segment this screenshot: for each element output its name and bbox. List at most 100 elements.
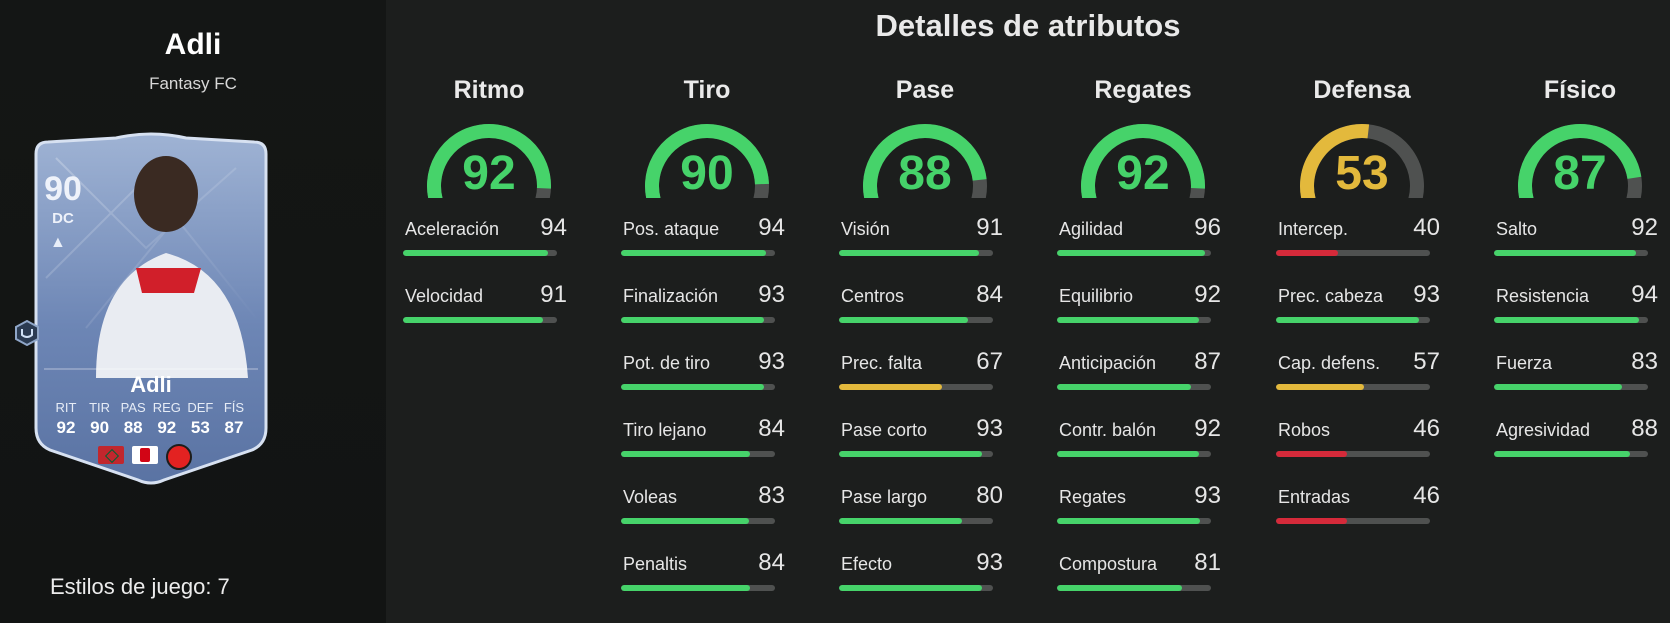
stat-row: Equilibrio 92: [1057, 281, 1229, 348]
stat-value: 93: [758, 281, 785, 308]
stat-name: Salto: [1496, 219, 1538, 239]
card-stat-value: 53: [190, 418, 210, 437]
stat-bar: [621, 585, 775, 591]
stat-name: Pos. ataque: [623, 219, 720, 239]
stat-name: Finalización: [623, 286, 719, 306]
stat-bar-fill: [1057, 250, 1205, 256]
stat-row: Pos. ataque 94: [621, 214, 793, 281]
stat-value: 40: [1413, 214, 1440, 241]
stat-value: 94: [1631, 281, 1658, 308]
stat-row: Prec. falta 67: [839, 348, 1011, 415]
playstyles-count: Estilos de juego: 7: [50, 574, 230, 599]
stat-bar-fill: [839, 250, 980, 256]
stat-bar-fill: [403, 250, 548, 256]
stat-value: 88: [1631, 415, 1658, 442]
nation-flag-icon: [98, 446, 124, 464]
stat-value: 91: [976, 214, 1003, 241]
category-tiro: Tiro 90 Pos. ataque 94 Finalización 93 Pot. de…: [621, 76, 793, 616]
stat-name: Pase largo: [841, 487, 928, 507]
category-label: Ritmo: [453, 76, 525, 104]
gauge-arc: [1300, 124, 1424, 198]
stat-bar: [839, 317, 993, 323]
club-crest-icon: [166, 444, 192, 470]
stat-list: Aceleración 94 Velocidad 91: [403, 214, 575, 348]
gauge-arc: [1081, 124, 1205, 198]
card-rating: 90: [44, 170, 82, 208]
stat-bar-fill: [1494, 250, 1636, 256]
card-badges: [98, 444, 192, 470]
stat-bar-fill: [1057, 451, 1199, 457]
player-version: Fantasy FC: [149, 74, 237, 93]
stat-value: 92: [1194, 415, 1221, 442]
stat-name: Efecto: [841, 554, 893, 574]
stat-row: Intercep. 40: [1276, 214, 1448, 281]
player-card[interactable]: 90 DC ▲ Adli RIT TIR PAS REG DEF FÍS 92 …: [26, 128, 276, 490]
stat-name: Intercep.: [1278, 219, 1349, 239]
stat-bar-fill: [1276, 384, 1364, 390]
stat-bar-fill: [621, 317, 765, 323]
stat-bar: [1276, 317, 1430, 323]
stat-name: Pase corto: [841, 420, 928, 440]
category-label: Tiro: [683, 76, 731, 104]
stat-name: Velocidad: [405, 286, 484, 306]
stat-row: Cap. defens. 57: [1276, 348, 1448, 415]
gauge-arc: [1518, 123, 1642, 198]
category-gauge: 90: [638, 118, 776, 200]
gauge-arc: [427, 124, 551, 198]
card-stat-value: 92: [56, 418, 76, 437]
boot-icon: ▲: [50, 234, 66, 251]
stat-value: 94: [540, 214, 567, 241]
stat-bar-fill: [1057, 585, 1182, 591]
stat-bar: [1494, 250, 1648, 256]
stat-bar: [403, 250, 557, 256]
evolution-badge-icon: [15, 320, 39, 346]
card-stat-label: TIR: [89, 400, 111, 415]
stat-row: Visión 91: [839, 214, 1011, 281]
stat-bar: [1057, 317, 1211, 323]
stat-name: Prec. falta: [841, 353, 923, 373]
category-pase: Pase 88 Visión 91 Centros 84 Prec. falta 67 Pase…: [839, 76, 1011, 616]
stat-name: Aceleración: [405, 219, 500, 239]
stat-row: Resistencia 94: [1494, 281, 1666, 348]
category-label: Pase: [895, 76, 955, 104]
stat-name: Entradas: [1278, 487, 1351, 507]
stat-name: Penaltis: [623, 554, 688, 574]
stat-value: 46: [1413, 482, 1440, 509]
category-label: Defensa: [1313, 76, 1411, 104]
stat-row: Pase largo 80: [839, 482, 1011, 549]
stat-bar-fill: [1494, 384, 1622, 390]
stat-value: 80: [976, 482, 1003, 509]
gauge-fill: [863, 124, 987, 198]
stat-row: Voleas 83: [621, 482, 793, 549]
stat-row: Finalización 93: [621, 281, 793, 348]
card-stat-value: 87: [224, 418, 244, 437]
category-value: 88: [898, 147, 952, 200]
stat-row: Pase corto 93: [839, 415, 1011, 482]
stat-value: 91: [540, 281, 567, 308]
stat-bar-fill: [621, 585, 751, 591]
stat-bar: [1057, 585, 1211, 591]
stat-value: 93: [1194, 482, 1221, 509]
stat-bar-fill: [839, 384, 943, 390]
stat-row: Agresividad 88: [1494, 415, 1666, 482]
stat-value: 93: [1413, 281, 1440, 308]
stat-name: Cap. defens.: [1278, 353, 1381, 373]
stat-bar: [839, 384, 993, 390]
stat-row: Regates 93: [1057, 482, 1229, 549]
stat-value: 84: [758, 415, 785, 442]
stat-value: 87: [1194, 348, 1221, 375]
card-stat-label: RIT: [55, 400, 77, 415]
stat-bar-fill: [621, 250, 766, 256]
stat-name: Equilibrio: [1059, 286, 1134, 306]
stat-bar: [621, 518, 775, 524]
stat-bar: [1276, 518, 1430, 524]
category-gauge: 87: [1511, 118, 1649, 200]
stat-bar: [1494, 384, 1648, 390]
stat-bar: [621, 384, 775, 390]
stat-bar: [1276, 384, 1430, 390]
category-value: 53: [1335, 147, 1389, 200]
stat-value: 92: [1631, 214, 1658, 241]
stat-value: 94: [758, 214, 785, 241]
category-value: 92: [462, 147, 516, 200]
category-gauge: 88: [856, 118, 994, 200]
